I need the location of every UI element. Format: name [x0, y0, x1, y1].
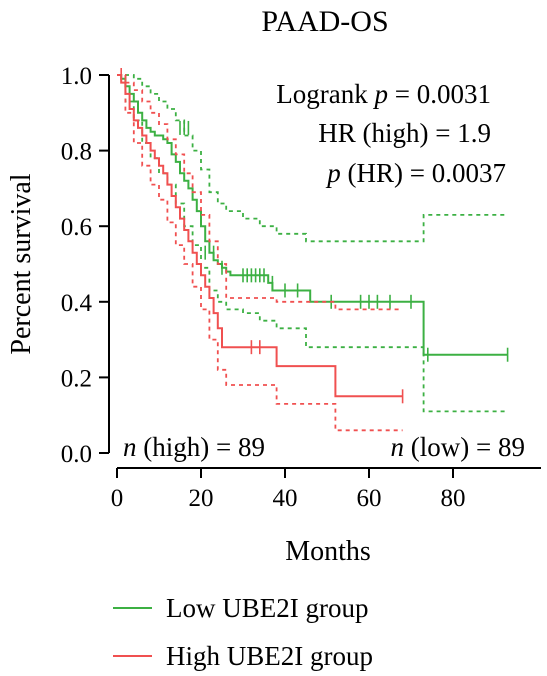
ci-upper-low-ube2i-group — [117, 74, 508, 243]
x-axis-label: Months — [285, 536, 371, 567]
y-axis-label: Percent survival — [6, 173, 37, 354]
plot-area — [117, 68, 509, 432]
series-low-ube2i-group — [117, 74, 509, 413]
x-ticks: 0 20 40 60 80 — [111, 468, 466, 512]
x-tick-label: 20 — [189, 485, 214, 512]
x-tick-label: 60 — [357, 485, 382, 512]
chart-title: PAAD-OS — [261, 5, 388, 38]
n-high-annotation: n (high) = 89 — [123, 432, 265, 462]
y-tick-label: 1.0 — [61, 63, 92, 90]
logrank-annotation: Logrank p = 0.0031 — [276, 79, 491, 109]
survival-curve-high-ube2i-group — [117, 74, 403, 398]
series-high-ube2i-group — [117, 68, 404, 432]
x-tick-label: 40 — [273, 485, 298, 512]
n-low-annotation: n (low) = 89 — [391, 432, 525, 462]
legend-label-high: High UBE2I group — [166, 641, 373, 671]
p-hr-annotation: p (HR) = 0.0037 — [325, 158, 506, 188]
ci-upper-high-ube2i-group — [117, 74, 403, 311]
ci-lower-high-ube2i-group — [117, 74, 403, 432]
y-tick-label: 0.2 — [61, 365, 92, 392]
y-tick-label: 0.0 — [61, 441, 92, 468]
hr-annotation: HR (high) = 1.9 — [318, 118, 491, 148]
y-ticks: 0.0 0.2 0.4 0.6 0.8 1.0 — [61, 63, 109, 468]
x-tick-label: 80 — [441, 485, 466, 512]
ci-lower-low-ube2i-group — [117, 74, 508, 413]
y-tick-label: 0.6 — [61, 214, 92, 241]
legend: Low UBE2I group High UBE2I group — [113, 593, 373, 671]
legend-label-low: Low UBE2I group — [166, 593, 368, 623]
y-tick-label: 0.8 — [61, 139, 92, 166]
survival-curve-low-ube2i-group — [117, 74, 508, 356]
x-tick-label: 0 — [111, 485, 124, 512]
y-tick-label: 0.4 — [61, 290, 93, 317]
